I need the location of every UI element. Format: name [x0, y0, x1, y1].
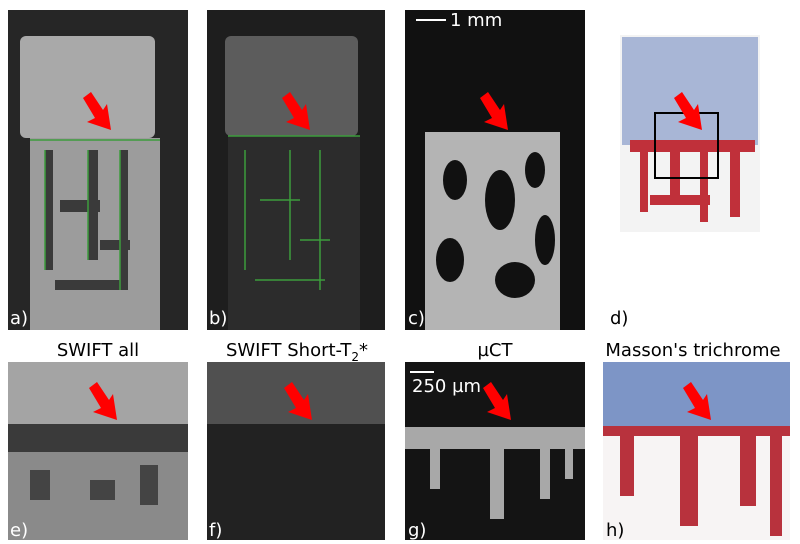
title-suffix: * — [359, 340, 368, 361]
panel-c: 1 mm — [405, 10, 585, 330]
page: 1 mm 250 µm — [0, 0, 800, 544]
panel-label: g) — [408, 520, 426, 541]
scale-bar-label: 250 µm — [412, 376, 481, 397]
panel-a — [8, 10, 188, 330]
title-subscript: 2 — [351, 350, 359, 364]
title-text: SWIFT Short-T — [226, 340, 352, 361]
panel-label: e) — [10, 520, 28, 541]
panel-title: SWIFT Short-T2* — [226, 340, 368, 364]
panel-g: 250 µm — [405, 362, 585, 540]
panel-label: f) — [209, 520, 222, 541]
panel-label: h) — [606, 520, 624, 541]
panel-b — [207, 10, 385, 330]
panel-label: a) — [10, 308, 28, 329]
panel-title: µCT — [477, 340, 513, 361]
panel-f — [207, 362, 385, 540]
panel-h — [603, 362, 790, 540]
panel-e — [8, 362, 188, 540]
panel-title: Masson's trichrome — [605, 340, 780, 361]
panel-label: c) — [408, 308, 425, 329]
panel-label: d) — [610, 308, 628, 329]
scale-bar-label: 1 mm — [450, 10, 502, 31]
panel-label: b) — [209, 308, 227, 329]
panel-title: SWIFT all — [57, 340, 139, 361]
figure: 1 mm 250 µm — [0, 0, 800, 544]
panel-d — [620, 35, 760, 232]
